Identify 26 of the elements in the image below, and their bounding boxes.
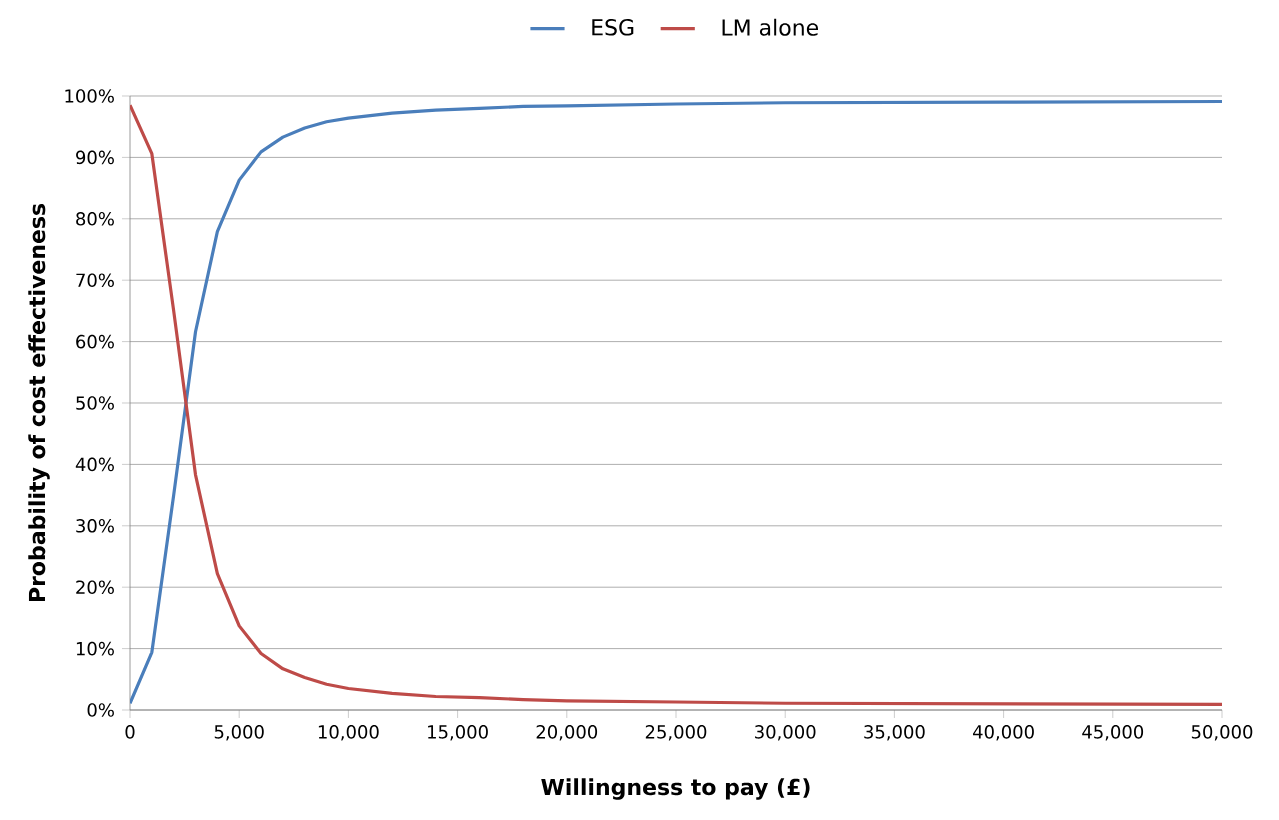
x-axis-title: Willingness to pay (£) [541, 778, 810, 800]
y-tick-label: 0% [87, 703, 114, 717]
legend-label: LM alone [722, 18, 819, 36]
y-tick-label: 40% [75, 457, 114, 472]
x-tick-label: 35,000 [864, 725, 925, 741]
x-tick-label: 15,000 [428, 725, 488, 741]
y-tick-label: 80% [76, 211, 114, 226]
legend-label: ESG [592, 18, 634, 36]
x-tick-label: 30,000 [755, 725, 816, 741]
y-tick-label: 30% [76, 518, 114, 533]
x-tick-label: 25,000 [645, 725, 707, 741]
x-tick-label: 10,000 [318, 725, 379, 741]
x-tick-label: 20,000 [536, 725, 598, 741]
x-tick-label: 0 [125, 725, 135, 739]
y-axis-title: Probability of cost effectiveness [28, 203, 50, 602]
x-tick-label: 50,000 [1191, 725, 1253, 741]
x-tick-label: 40,000 [972, 725, 1034, 741]
y-tick-label: 60% [76, 334, 114, 349]
y-tick-label: 50% [76, 396, 114, 410]
y-tick-label: 90% [76, 150, 114, 165]
x-tick-label: 45,000 [1082, 725, 1144, 741]
y-tick-label: 10% [76, 641, 114, 656]
y-tick-label: 100% [65, 89, 114, 103]
x-tick-label: 5,000 [214, 725, 264, 741]
y-tick-label: 20% [76, 580, 114, 594]
y-tick-label: 70% [76, 273, 114, 287]
